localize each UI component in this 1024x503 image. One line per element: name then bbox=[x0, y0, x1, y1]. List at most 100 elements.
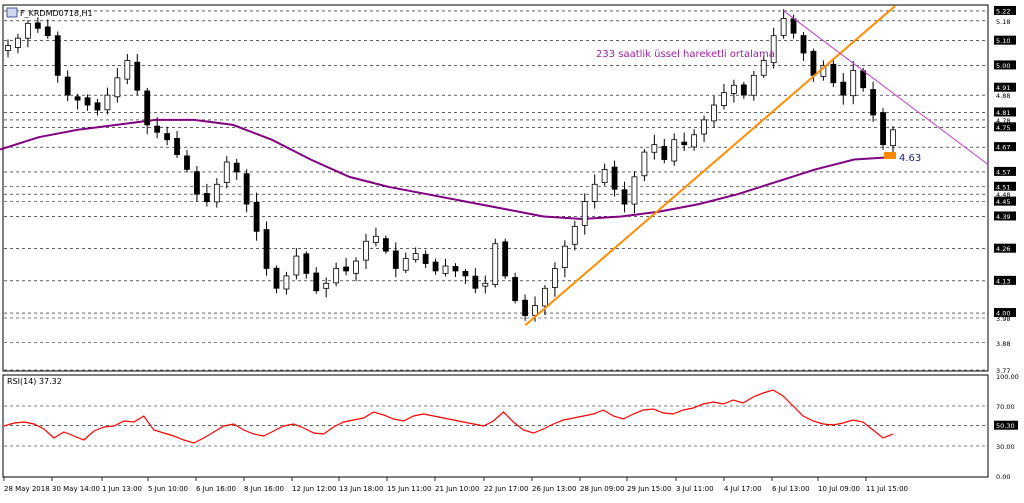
candle-body bbox=[373, 235, 379, 243]
candle-body bbox=[114, 77, 121, 98]
candle-body bbox=[84, 97, 91, 106]
rsi-tag-label: 50.30 bbox=[996, 422, 1015, 430]
candle-body bbox=[462, 270, 469, 277]
candle-body bbox=[840, 81, 847, 96]
rsi-line bbox=[3, 389, 894, 444]
candle-body bbox=[273, 267, 280, 289]
candle-body bbox=[591, 183, 598, 202]
price-tag-label: 5.22 bbox=[996, 7, 1010, 15]
candle-body bbox=[750, 74, 757, 96]
candle-body bbox=[810, 50, 817, 76]
candle-body bbox=[253, 201, 260, 232]
candle-body bbox=[144, 90, 151, 126]
candle-body bbox=[74, 96, 81, 101]
candle-body bbox=[213, 183, 220, 203]
candle-body bbox=[472, 275, 479, 289]
price-tag-box bbox=[994, 35, 1016, 45]
price-tag-label: 4.45 bbox=[996, 198, 1010, 206]
time-tick-label: 28 Jun 09:00 bbox=[580, 485, 624, 493]
candle-body bbox=[890, 129, 896, 146]
candle-body bbox=[711, 104, 717, 122]
price-tick-label: 4.78 bbox=[996, 117, 1010, 125]
candle-body bbox=[422, 253, 429, 264]
price-tag-box bbox=[994, 243, 1016, 253]
candle-body bbox=[492, 243, 499, 285]
time-tick-label: 6 Jul 13:00 bbox=[772, 485, 810, 493]
downtrend-line bbox=[783, 10, 989, 165]
candle-body bbox=[571, 225, 578, 245]
price-tick-label: 3.77 bbox=[996, 367, 1010, 375]
candle-body bbox=[432, 261, 439, 272]
candle-body bbox=[154, 125, 161, 133]
candle-body bbox=[194, 171, 200, 195]
candle-body bbox=[830, 63, 837, 84]
candle-body bbox=[24, 22, 31, 39]
candle-body bbox=[691, 134, 698, 148]
candle-body bbox=[780, 17, 787, 36]
last-price-tag bbox=[884, 152, 896, 159]
time-tick-label: 13 Jun 18:00 bbox=[339, 485, 383, 493]
rsi-tag-box bbox=[994, 420, 1018, 430]
candle-body bbox=[452, 266, 459, 272]
candle-body bbox=[621, 189, 628, 205]
candle-body bbox=[203, 193, 210, 203]
symbol-title: F_KRDMD0718,H1 bbox=[20, 9, 93, 18]
price-tag-label: 4.75 bbox=[996, 124, 1010, 132]
price-tag-label: 4.13 bbox=[996, 277, 1010, 285]
candle-body bbox=[581, 201, 588, 226]
time-tick-label: 6 Jun 16:00 bbox=[196, 485, 236, 493]
rsi-tick-label: 100.00 bbox=[996, 373, 1019, 381]
candle-body bbox=[243, 173, 250, 205]
price-tag-label: 4.81 bbox=[996, 109, 1010, 117]
price-tag-label: 4.26 bbox=[996, 245, 1010, 253]
candle-body bbox=[303, 253, 310, 274]
time-tick-label: 22 Jun 17:00 bbox=[484, 485, 528, 493]
candle-body bbox=[263, 229, 270, 269]
candle-body bbox=[64, 76, 71, 96]
candle-body bbox=[561, 245, 568, 268]
price-tag-label: 4.67 bbox=[996, 144, 1010, 152]
candle-body bbox=[382, 238, 389, 252]
uptrend-line bbox=[524, 5, 896, 327]
candle-body bbox=[860, 70, 867, 89]
time-tick-label: 26 Jun 13:00 bbox=[532, 485, 576, 493]
candle-body bbox=[770, 35, 777, 64]
candle-body bbox=[790, 18, 797, 34]
candle-body bbox=[850, 69, 857, 97]
candle-body bbox=[442, 265, 449, 274]
price-tag-label: 4.00 bbox=[996, 310, 1010, 318]
rsi-tick-label: 0.00 bbox=[996, 473, 1010, 481]
time-tick-label: 4 Jul 17:00 bbox=[724, 485, 762, 493]
candle-body bbox=[363, 240, 369, 261]
price-tag-box bbox=[994, 196, 1016, 206]
candle-body bbox=[502, 241, 509, 277]
candle-body bbox=[134, 61, 141, 91]
time-tick-label: 15 Jun 11:00 bbox=[387, 485, 431, 493]
candle-body bbox=[34, 22, 41, 29]
price-tag-label: 4.39 bbox=[996, 213, 1010, 221]
time-tick-label: 3 Jul 11:00 bbox=[676, 485, 714, 493]
candle-body bbox=[760, 60, 767, 76]
rsi-tick-label: 70.00 bbox=[996, 403, 1015, 411]
time-tick-label: 30 May 14:00 bbox=[52, 485, 100, 493]
candle-body bbox=[15, 37, 21, 48]
time-tick-label: 21 Jun 10:00 bbox=[435, 485, 479, 493]
price-tick-label: 4.48 bbox=[996, 191, 1010, 199]
rsi-axis: 100.00 70.00 50.30 30.00 0.00 bbox=[994, 373, 1019, 481]
price-tick-label: 5.18 bbox=[996, 18, 1010, 26]
price-tick-label: 3.98 bbox=[996, 315, 1010, 323]
candle-body bbox=[740, 84, 747, 96]
price-tag-box bbox=[994, 60, 1016, 70]
price-tag-label: 4.51 bbox=[996, 183, 1010, 191]
candle-body bbox=[283, 275, 290, 290]
candle-body bbox=[44, 26, 51, 37]
price-tag-label: 4.91 bbox=[996, 84, 1010, 92]
price-tag-box bbox=[994, 166, 1016, 176]
candle-body bbox=[184, 155, 190, 170]
price-tag-label: 4.57 bbox=[996, 168, 1010, 176]
candle-body bbox=[343, 266, 349, 272]
candle-body bbox=[611, 166, 618, 190]
price-tag-box bbox=[994, 107, 1016, 117]
time-tick-label: 10 Jul 09:00 bbox=[818, 485, 860, 493]
